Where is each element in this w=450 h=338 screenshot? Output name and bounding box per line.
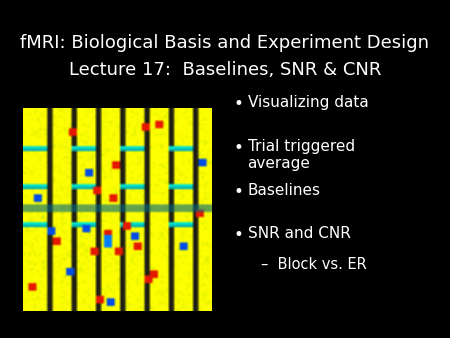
Text: Baselines: Baselines <box>248 183 320 197</box>
Text: Visualizing data: Visualizing data <box>248 95 368 110</box>
Text: •: • <box>234 226 244 244</box>
Text: •: • <box>234 95 244 113</box>
Text: •: • <box>234 139 244 156</box>
Text: Lecture 17:  Baselines, SNR & CNR: Lecture 17: Baselines, SNR & CNR <box>69 61 381 79</box>
Text: fMRI: Biological Basis and Experiment Design: fMRI: Biological Basis and Experiment De… <box>21 34 429 52</box>
Text: •: • <box>234 183 244 200</box>
Text: Trial triggered
average: Trial triggered average <box>248 139 355 171</box>
Text: SNR and CNR: SNR and CNR <box>248 226 351 241</box>
Text: –  Block vs. ER: – Block vs. ER <box>261 257 367 272</box>
